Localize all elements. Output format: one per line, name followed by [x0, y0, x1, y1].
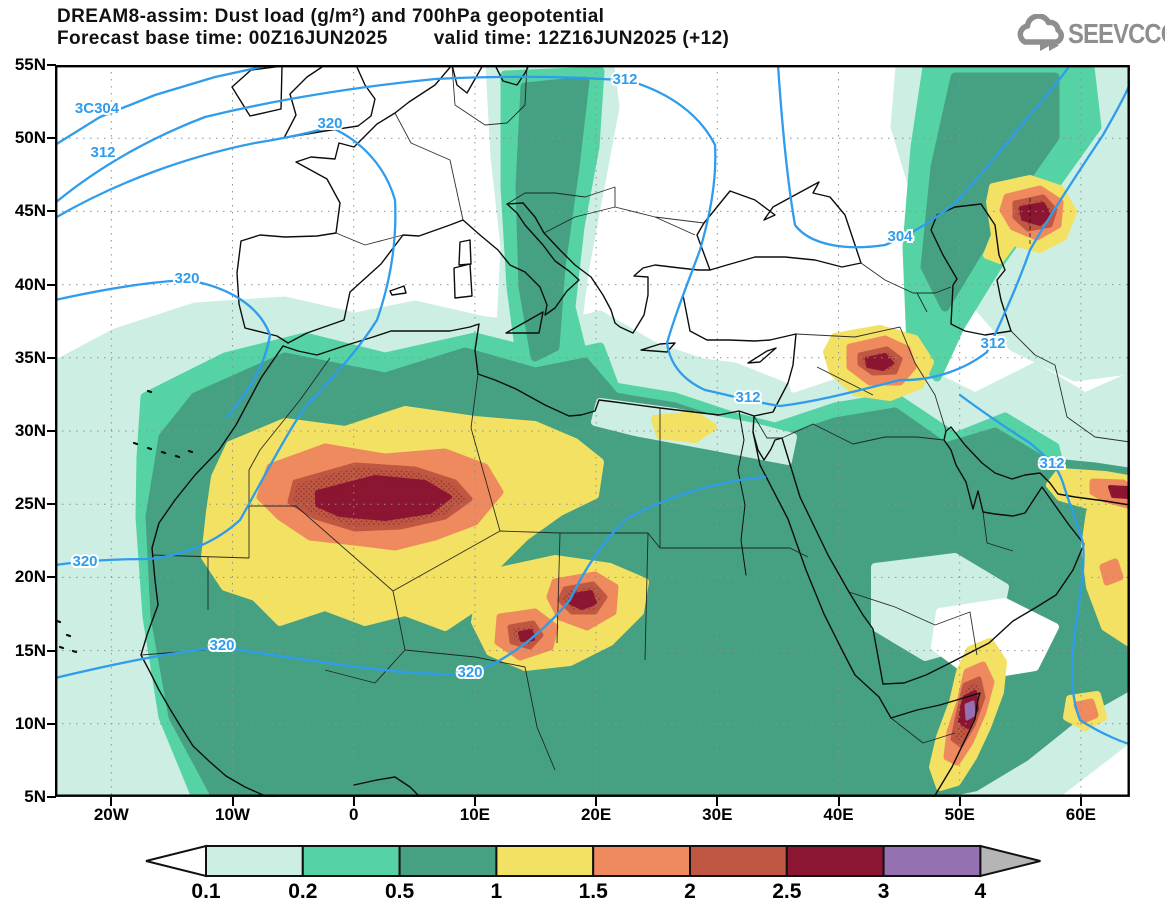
colorbar-segment	[785, 845, 885, 877]
lon-tick-label: 20W	[93, 805, 129, 824]
lat-tick	[47, 430, 56, 432]
colorbar-tick-label: 0.1	[191, 880, 221, 903]
colorbar-segment	[882, 845, 982, 877]
lon-tick-label: 60E	[1065, 805, 1097, 824]
lat-tick-label: 25N	[14, 494, 46, 514]
seevccc-logo: SEEVCCC	[1012, 14, 1165, 54]
lat-tick-label: 10N	[14, 713, 46, 733]
map-frame	[55, 65, 1130, 797]
chart-subtitle: Forecast base time: 00Z16JUN2025 valid ti…	[57, 28, 729, 50]
geopotential-contour-label: 312	[90, 144, 115, 161]
lat-tick-label: 50N	[14, 128, 46, 148]
lon-tick-label: 10E	[459, 805, 491, 824]
lat-tick	[47, 137, 56, 140]
lon-tick	[110, 797, 113, 806]
dust-load-colorbar: 0.1 0.2 0.5 1 1.5 2 2.5 3 4	[145, 844, 1041, 903]
geopotential-contour-label: 320	[174, 270, 199, 287]
geopotential-contour-label: 320	[317, 115, 342, 132]
geopotential-contour-label: 3C304	[75, 100, 120, 117]
geopotential-contour-label: 312	[612, 71, 637, 88]
colorbar-segment	[398, 845, 498, 877]
country-borders	[140, 65, 1130, 771]
lon-tick	[837, 797, 840, 806]
lat-tick-label: 5N	[24, 787, 46, 806]
lat-tick	[47, 576, 56, 579]
valid-time: valid time: 12Z16JUN2025 (+12)	[433, 28, 730, 49]
colorbar-segment	[689, 845, 788, 877]
forecast-map: 3C304 312 320 312 304 312 312 312 320 320 320 320	[55, 65, 1130, 797]
colorbar-segment	[145, 844, 207, 878]
logo-text: SEEVCCC	[1068, 18, 1165, 49]
colorbar-segment	[592, 845, 692, 877]
lat-tick-label: 30N	[14, 421, 46, 440]
lat-tick	[47, 796, 56, 798]
colorbar-tick-label: 1.5	[579, 880, 609, 903]
geopotential-contour-label: 320	[209, 637, 234, 654]
lat-tick	[47, 649, 56, 652]
chart-header: DREAM8-assim: Dust load (g/m²) and 700hP…	[57, 6, 729, 50]
colorbar-tick-label: 3	[878, 880, 890, 903]
dust-shading-layer	[55, 65, 1130, 797]
lon-tick-label: 50E	[944, 805, 975, 824]
lat-tick-label: 45N	[14, 201, 46, 221]
geopotential-contours	[55, 65, 1130, 746]
geopotential-contour-label: 320	[72, 553, 97, 570]
geopotential-contour-label: 304	[887, 228, 913, 245]
lat-tick	[47, 503, 56, 506]
contour-labels: 3C304 312 320 312 304 312 312 312 320 320 320 320	[70, 69, 1066, 683]
lon-tick	[595, 797, 598, 806]
chart-title: DREAM8-assim: Dust load (g/m²) and 700hP…	[57, 6, 605, 27]
colorbar-segment	[495, 845, 595, 877]
colorbar-tick-label: 4	[975, 880, 987, 903]
colorbar-tick-label: 2.5	[772, 880, 802, 903]
lat-tick-label: 35N	[14, 347, 46, 367]
lon-tick	[473, 797, 476, 806]
lat-tick-label: 15N	[14, 640, 46, 660]
geopotential-contour-label: 312	[1039, 455, 1064, 472]
lon-tick	[1079, 797, 1082, 806]
lon-tick-label: 10W	[215, 805, 250, 824]
lon-tick	[231, 797, 234, 806]
cloud-icon	[1017, 14, 1064, 51]
colorbar-segment	[979, 844, 1041, 878]
lon-tick-label: 20E	[580, 805, 612, 824]
colorbar-tick-label: 1	[491, 880, 503, 903]
lat-tick-label: 20N	[14, 567, 46, 587]
graticule-grid	[55, 65, 1130, 797]
lon-tick	[958, 797, 961, 806]
lat-tick	[47, 722, 56, 725]
lat-tick	[47, 356, 56, 359]
lat-tick	[47, 64, 56, 66]
colorbar-tick-label: 0.5	[385, 880, 415, 903]
lon-tick-label: 0	[348, 805, 359, 824]
lon-tick-label: 40E	[823, 805, 854, 824]
lat-tick	[47, 283, 56, 286]
colorbar-tick-label: 2	[684, 880, 696, 903]
geopotential-contour-label: 320	[457, 664, 482, 681]
lon-tick	[716, 797, 719, 806]
lon-tick-label: 30E	[702, 805, 733, 824]
geopotential-contour-label: 312	[980, 335, 1005, 352]
lat-tick	[47, 210, 56, 213]
colorbar-segment	[205, 845, 304, 877]
geopotential-contour-label: 312	[735, 389, 760, 406]
lat-tick-label: 55N	[14, 55, 46, 74]
colorbar-tick-label: 0.2	[288, 880, 317, 903]
lon-tick	[352, 797, 355, 806]
lat-tick-label: 40N	[14, 274, 46, 294]
forecast-base-time: Forecast base time: 00Z16JUN2025	[57, 28, 388, 49]
colorbar-segment	[301, 845, 401, 877]
